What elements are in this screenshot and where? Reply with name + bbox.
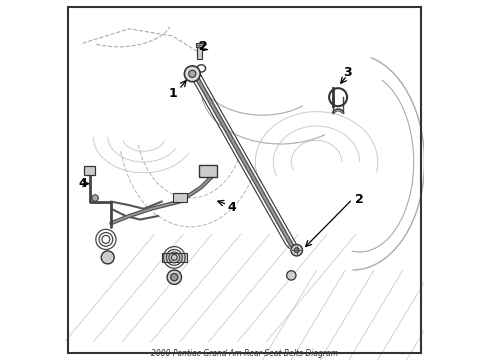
Circle shape <box>101 251 114 264</box>
Circle shape <box>170 274 178 281</box>
Circle shape <box>167 270 181 284</box>
Bar <box>199 165 217 177</box>
Bar <box>185 71 199 77</box>
Circle shape <box>290 244 302 256</box>
Text: 2000 Pontiac Grand Am Rear Seat Belts Diagram: 2000 Pontiac Grand Am Rear Seat Belts Di… <box>151 349 337 358</box>
Text: 1: 1 <box>168 87 177 100</box>
Bar <box>162 253 186 262</box>
Circle shape <box>286 271 295 280</box>
Text: 4: 4 <box>227 201 236 213</box>
Bar <box>196 46 202 59</box>
Bar <box>172 193 186 202</box>
Bar <box>196 43 203 47</box>
Text: 3: 3 <box>342 66 351 78</box>
Bar <box>84 166 95 175</box>
Circle shape <box>188 70 196 77</box>
Circle shape <box>294 248 299 253</box>
Text: 2: 2 <box>198 40 207 53</box>
Text: 4: 4 <box>79 177 87 190</box>
Text: 2: 2 <box>355 193 364 206</box>
Circle shape <box>92 195 98 201</box>
Circle shape <box>184 66 200 82</box>
